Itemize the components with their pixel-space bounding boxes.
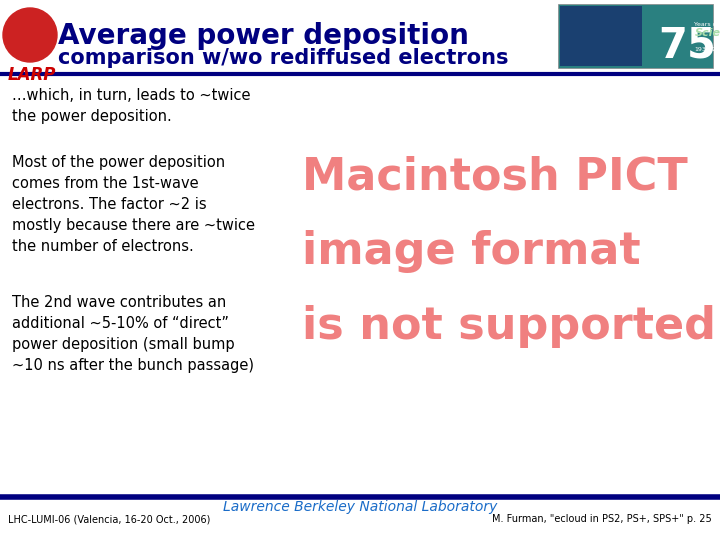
Text: 75: 75 — [658, 25, 716, 67]
Text: comparison w/wo rediffused electrons: comparison w/wo rediffused electrons — [58, 48, 508, 68]
Text: LARP: LARP — [8, 66, 56, 84]
FancyBboxPatch shape — [558, 4, 713, 68]
Text: is not supported: is not supported — [302, 305, 716, 348]
Text: The 2nd wave contributes an
additional ~5-10% of “direct”
power deposition (smal: The 2nd wave contributes an additional ~… — [12, 295, 254, 373]
Text: M. Furman, "ecloud in PS2, PS+, SPS+" p. 25: M. Furman, "ecloud in PS2, PS+, SPS+" p.… — [492, 514, 712, 524]
Circle shape — [3, 8, 57, 62]
Text: image format: image format — [302, 230, 641, 273]
Text: Science: Science — [695, 28, 720, 38]
Text: Macintosh PICT: Macintosh PICT — [302, 155, 688, 198]
Circle shape — [7, 12, 53, 58]
Circle shape — [13, 18, 47, 52]
Text: …which, in turn, leads to ~twice
the power deposition.: …which, in turn, leads to ~twice the pow… — [12, 88, 251, 124]
Text: Lawrence Berkeley National Laboratory: Lawrence Berkeley National Laboratory — [222, 500, 498, 514]
Text: Average power deposition: Average power deposition — [58, 22, 469, 50]
Text: Years of World-Class: Years of World-Class — [694, 22, 720, 27]
Text: LHC-LUMI-06 (Valencia, 16-20 Oct., 2006): LHC-LUMI-06 (Valencia, 16-20 Oct., 2006) — [8, 514, 210, 524]
Text: 1931-2006: 1931-2006 — [694, 47, 720, 52]
Circle shape — [27, 32, 33, 38]
Circle shape — [19, 24, 41, 46]
Text: Most of the power deposition
comes from the 1st-wave
electrons. The factor ~2 is: Most of the power deposition comes from … — [12, 155, 255, 254]
Circle shape — [23, 28, 37, 42]
FancyBboxPatch shape — [560, 6, 642, 66]
